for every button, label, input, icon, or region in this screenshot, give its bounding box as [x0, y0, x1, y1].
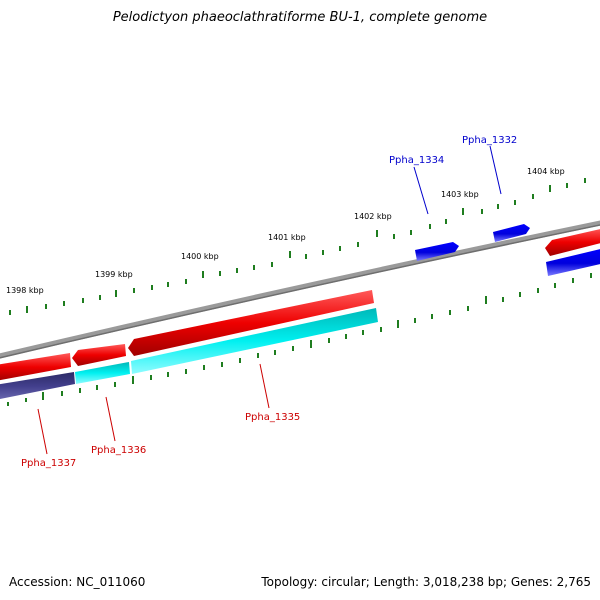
gene-red-1335[interactable]: [128, 290, 374, 356]
label-connectors: [37, 145, 502, 455]
cds-1336-cyan[interactable]: [75, 362, 130, 384]
reverse-cds-group: [0, 308, 378, 400]
red-gene-group: [0, 228, 600, 381]
scale-label-1399: 1403 kbp: [441, 190, 479, 199]
gene-red-right-edge[interactable]: [545, 228, 600, 256]
gene-right-edge-blue[interactable]: [546, 248, 600, 276]
cds-1335-cyan[interactable]: [131, 308, 378, 374]
gene-ppha-1334-arrow[interactable]: [415, 242, 459, 261]
scale-label-1401: 1401 kbp: [268, 233, 306, 242]
scale-label-1403: 1399 kbp: [95, 270, 133, 279]
gene-red-left-edge[interactable]: [0, 353, 71, 381]
scale-label-1402: 1400 kbp: [181, 252, 219, 261]
backbone-line-shadow: [0, 224, 600, 359]
scale-label-1398: 1404 kbp: [527, 167, 565, 176]
forward-cds-group: [415, 224, 600, 276]
backbone-line: [0, 220, 600, 359]
genome-stats-text: Topology: circular; Length: 3,018,238 bp…: [261, 575, 591, 589]
gene-ppha-1332-arrow[interactable]: [493, 224, 530, 242]
cds-1337-purple[interactable]: [0, 372, 75, 400]
scale-label-1404: 1398 kbp: [6, 286, 44, 295]
gene-label-ppha-1334[interactable]: Ppha_1334: [389, 155, 444, 166]
gene-label-ppha-1337[interactable]: Ppha_1337: [21, 458, 76, 469]
lower-scale-ticks: [7, 273, 592, 406]
scale-label-1400: 1402 kbp: [354, 212, 392, 221]
accession-text: Accession: NC_011060: [9, 575, 146, 589]
map-title: Pelodictyon phaeoclathratiforme BU-1, co…: [112, 10, 488, 25]
gene-label-ppha-1332[interactable]: Ppha_1332: [462, 135, 517, 146]
gene-label-ppha-1335[interactable]: Ppha_1335: [245, 412, 300, 423]
upper-scale-ticks: [9, 178, 586, 315]
gene-label-ppha-1336[interactable]: Ppha_1336: [91, 445, 146, 456]
gene-red-1336[interactable]: [72, 344, 126, 366]
